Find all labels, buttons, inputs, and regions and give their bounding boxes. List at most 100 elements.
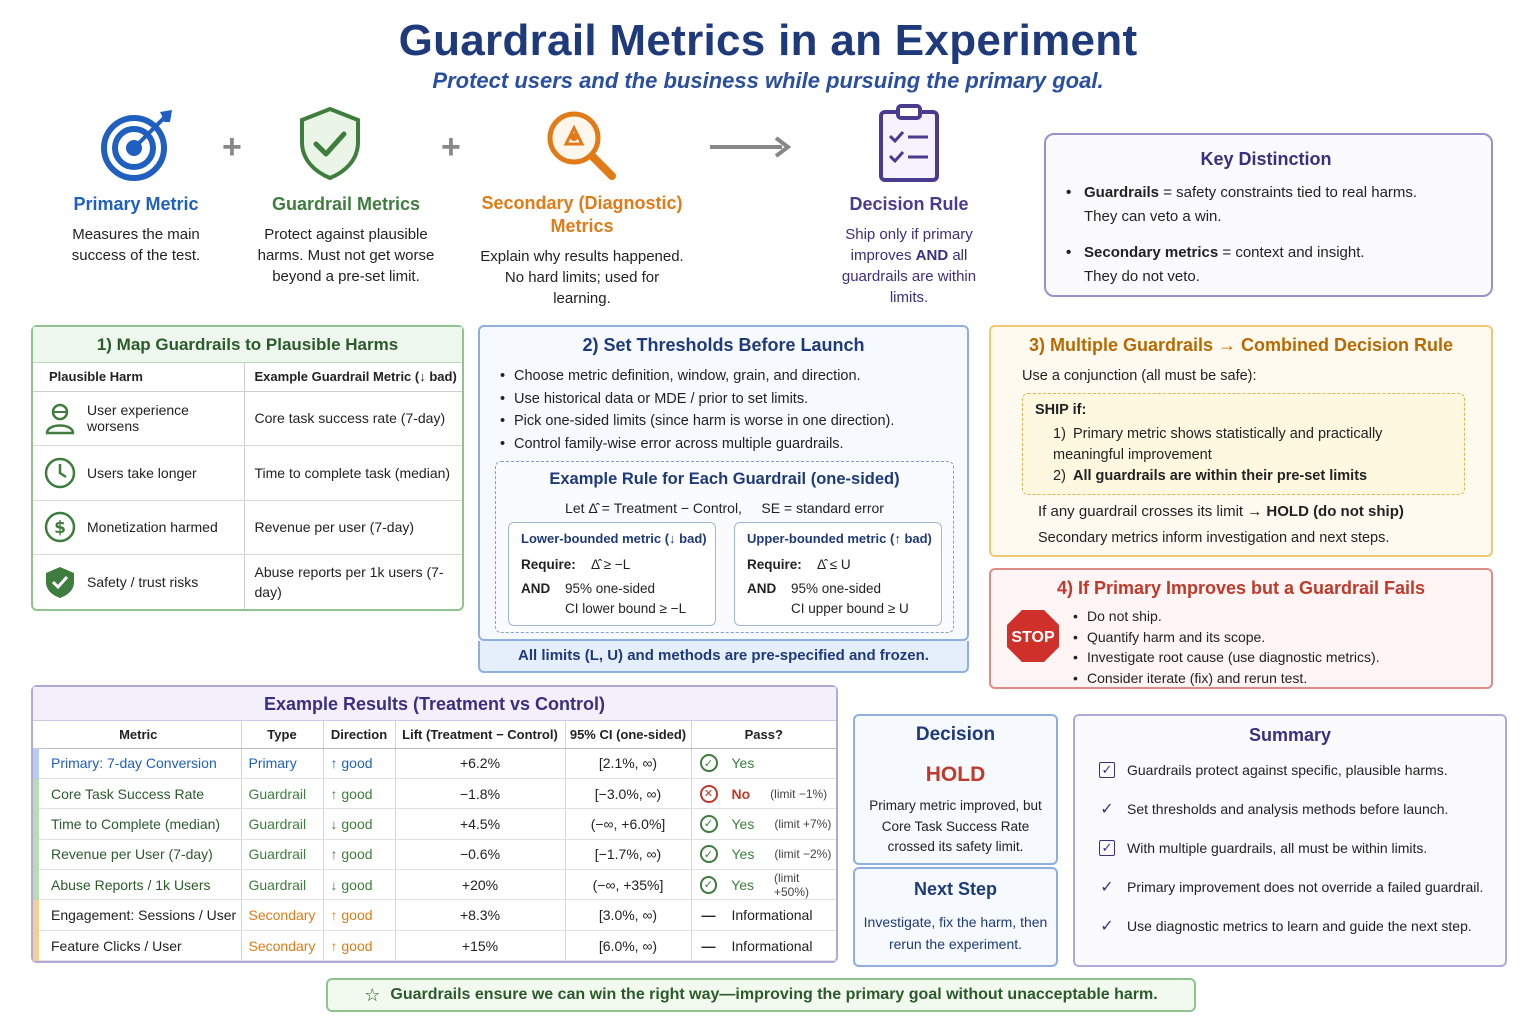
concept-guardrail: Guardrail Metrics Protect against plausi… — [246, 193, 446, 287]
metric-type: Primary — [240, 748, 323, 779]
example-rule-definition: Let Δ̂ = Treatment − Control, SE = stand… — [565, 500, 884, 516]
clock-icon — [43, 456, 77, 490]
table-header: Lift (Treatment − Control) — [394, 721, 565, 749]
key-distinction-box: Key Distinction Guardrails = safety cons… — [1044, 133, 1493, 297]
table-row: Time to Complete (median) Guardrail ↓ good… — [33, 808, 836, 840]
threshold-bullet: Control family-wise error across multipl… — [500, 433, 894, 456]
lower-bound-box: Lower-bounded metric (↓ bad) Require: Δ̂ … — [508, 522, 716, 626]
harm-label: Users take longer — [87, 464, 197, 481]
stop-sign-icon: STOP — [1005, 608, 1061, 669]
metric-type: Guardrail — [240, 839, 323, 871]
table-header: Example Guardrail Metric (↓ bad) — [243, 363, 462, 392]
pass-check-icon: ✓ — [699, 845, 718, 864]
guardrail-metric: Abuse reports per 1k users (7-day) — [243, 554, 462, 609]
harm-label: Monetization harmed — [87, 519, 218, 536]
metric-name: Abuse Reports / 1k Users — [33, 869, 241, 901]
concept-decision-rule: Decision Rule Ship only if primary impro… — [832, 193, 986, 308]
table-row: Safety / trust risks Abuse reports per 1… — [33, 554, 462, 609]
guardrail-fails-box: 4) If Primary Improves but a Guardrail F… — [989, 568, 1493, 689]
metric-ci: [2.1%, ∞) — [564, 748, 691, 779]
concept-title: Guardrail Metrics — [271, 194, 421, 214]
concept-title: Decision Rule — [849, 194, 969, 214]
user-icon — [43, 401, 77, 435]
table-header: Metric — [36, 721, 241, 749]
table-row: Users take longer Time to complete task … — [33, 445, 462, 501]
metric-lift: −0.6% — [394, 839, 565, 871]
lower-bound-require: Δ̂ ≥ −L — [591, 557, 631, 572]
guardrail-metric: Core task success rate (7-day) — [243, 391, 462, 446]
table-header: 95% CI (one-sided) — [564, 721, 691, 749]
ship-label: SHIP if: — [1035, 402, 1087, 418]
metric-type: Guardrail — [240, 808, 323, 840]
page-title: Guardrail Metrics in an Experiment — [398, 16, 1138, 65]
decision-explanation: Primary metric improved, but Core Task S… — [869, 798, 1042, 854]
summary-item: ✓ Primary improvement does not override a… — [1100, 879, 1484, 896]
concept-desc: Measures the main success of the test. — [71, 226, 201, 264]
example-rule-title: Example Rule for Each Guardrail (one-sid… — [549, 470, 900, 488]
limit-label: (limit −2%) — [774, 847, 832, 862]
metric-pass: ✓ Yes (limit +7%) — [690, 808, 836, 840]
check-icon: ✓ — [1100, 918, 1114, 935]
metric-direction: ↑ good — [322, 930, 395, 962]
metric-lift: +4.5% — [394, 808, 565, 840]
pass-label: Yes — [731, 846, 755, 863]
concept-secondary: Secondary (Diagnostic) Metrics Explain w… — [476, 192, 688, 309]
combined-rule-box: 3) Multiple Guardrails → Combined Decisi… — [989, 325, 1493, 557]
table-header: Direction — [322, 721, 395, 749]
metric-ci: (−∞, +6.0%] — [564, 808, 691, 840]
metric-lift: +20% — [394, 869, 565, 901]
fail-bullet: Do not ship. — [1073, 606, 1380, 627]
summary-title: Summary — [1248, 725, 1332, 745]
table-row: Feature Clicks / User Secondary ↑ good +15%… — [33, 930, 836, 962]
guardrail-metric: Time to complete task (median) — [243, 445, 462, 501]
table-row: Engagement: Sessions / User Secondary ↑ go… — [33, 899, 836, 931]
shield-check-icon — [298, 106, 362, 185]
map-harms-table: Plausible Harm Example Guardrail Metric … — [33, 363, 462, 609]
limit-label: (limit +7%) — [774, 816, 832, 831]
check-icon: ✓ — [1100, 879, 1114, 896]
metric-lift: −1.8% — [394, 778, 565, 810]
fail-bullet: Consider iterate (fix) and rerun test. — [1073, 668, 1380, 689]
summary-item: ✓ Use diagnostic metrics to learn and gui… — [1100, 918, 1472, 935]
upper-bound-box: Upper-bounded metric (↑ bad) Require: Δ̂ … — [734, 522, 942, 626]
combined-rule-intro: Use a conjunction (all must be safe): — [1022, 368, 1257, 384]
metric-pass: — Informational — [690, 930, 836, 962]
upper-bound-require: Δ̂ ≤ U — [817, 557, 851, 572]
metric-direction: ↑ good — [322, 748, 395, 779]
pass-label: No — [731, 785, 751, 802]
shield-icon — [43, 565, 77, 599]
metric-type: Secondary — [240, 930, 323, 962]
combined-rule-title: 3) Multiple Guardrails → Combined Decisi… — [1028, 335, 1454, 355]
concept-title: Primary Metric — [73, 194, 199, 214]
limit-label: (limit −1%) — [770, 786, 828, 801]
svg-text:STOP: STOP — [1011, 629, 1055, 646]
harm-label: Safety / trust risks — [87, 574, 199, 590]
check-icon: ✓ — [1100, 801, 1114, 818]
metric-name: Revenue per User (7-day) — [33, 839, 241, 871]
hold-rule: If any guardrail crosses its limit → HOL… — [1038, 503, 1404, 520]
concept-primary: Primary Metric Measures the main success… — [46, 193, 226, 266]
harm-label: User experience worsens — [87, 402, 189, 435]
metric-direction: ↑ good — [322, 778, 395, 810]
results-table: Metric Type Direction Lift (Treatment − … — [33, 721, 836, 962]
footer-banner: ☆ Guardrails ensure we can win the right… — [326, 978, 1196, 1012]
pass-label: Yes — [731, 876, 754, 893]
checklist-icon — [878, 104, 940, 189]
threshold-bullet: Use historical data or MDE / prior to se… — [500, 388, 894, 411]
metric-pass: ✕ No (limit −1%) — [690, 778, 836, 810]
pass-label: Informational — [731, 907, 813, 924]
upper-bound-title: Upper-bounded metric (↑ bad) — [747, 531, 932, 546]
metric-direction: ↓ good — [322, 869, 395, 901]
metric-pass: ✓ Yes (limit −2%) — [690, 839, 836, 871]
next-step-text: Investigate, fix the harm, then rerun th… — [863, 914, 1048, 952]
pass-check-icon: ✓ — [699, 754, 718, 773]
results-title: Example Results (Treatment vs Control) — [33, 687, 836, 721]
checkbox-icon: ✓ — [1099, 762, 1115, 778]
table-row: Revenue per User (7-day) Guardrail ↑ good −… — [33, 839, 836, 871]
page-subtitle: Protect users and the business while pur… — [432, 68, 1104, 93]
summary-item: ✓ Set thresholds and analysis methods bef… — [1100, 801, 1449, 818]
arrow-right-icon — [708, 132, 792, 167]
checkbox-icon: ✓ — [1099, 840, 1115, 856]
fail-bullet: Quantify harm and its scope. — [1073, 627, 1380, 648]
table-row: Core Task Success Rate Guardrail ↑ good −1.… — [33, 778, 836, 810]
